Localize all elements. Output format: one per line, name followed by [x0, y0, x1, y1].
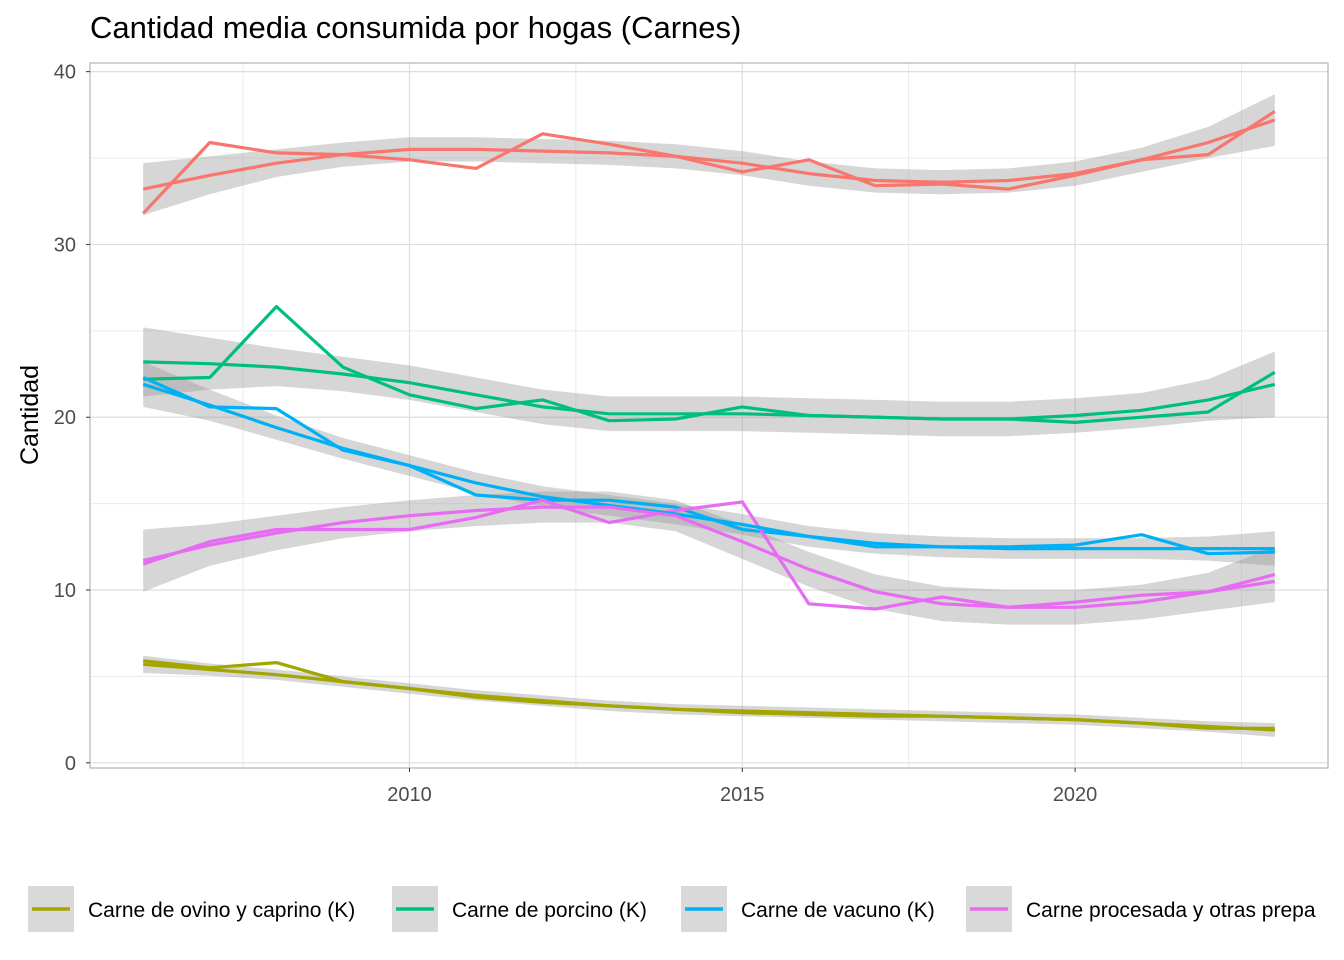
legend-label: Carne procesada y otras prepa [1026, 899, 1316, 922]
legend-label: Carne de vacuno (K) [741, 899, 935, 922]
smooth-lines [142, 118, 1276, 732]
x-tick-label: 2015 [720, 784, 765, 806]
smooth-line-3 [142, 382, 1275, 551]
y-tick-label: 0 [65, 753, 76, 775]
y-tick-label: 10 [54, 580, 76, 602]
smooth-line-1 [143, 662, 1275, 732]
y-tick-label: 40 [54, 62, 76, 84]
confidence-band-4 [143, 491, 1275, 625]
smooth-line-4 [142, 505, 1276, 609]
series-line-4 [142, 498, 1276, 611]
legend: Carne de ovino y caprino (K) Carne de por… [28, 886, 1316, 932]
smooth-line-0 [142, 118, 1276, 191]
x-tick-label: 2010 [387, 784, 432, 806]
legend-label: Carne de porcino (K) [452, 899, 647, 922]
confidence-band-3 [143, 361, 1275, 566]
smooth-line-2 [143, 360, 1276, 421]
x-tick-label: 2020 [1053, 784, 1098, 806]
chart-title: Cantidad media consumida por hogas (Carn… [90, 10, 742, 45]
y-tick-label: 30 [54, 234, 76, 256]
confidence-bands [143, 94, 1275, 737]
panel-border [89, 62, 1329, 769]
legend-label: Carne de ovino y caprino (K) [88, 899, 355, 922]
axis-layer: 0 10 20 30 40 2010 2015 2020 [54, 62, 1098, 806]
confidence-band-0 [143, 94, 1275, 216]
y-axis-title: Cantidad [16, 365, 44, 465]
confidence-band-1 [143, 655, 1275, 737]
confidence-band-2 [143, 327, 1275, 437]
y-tick-label: 20 [54, 407, 76, 429]
